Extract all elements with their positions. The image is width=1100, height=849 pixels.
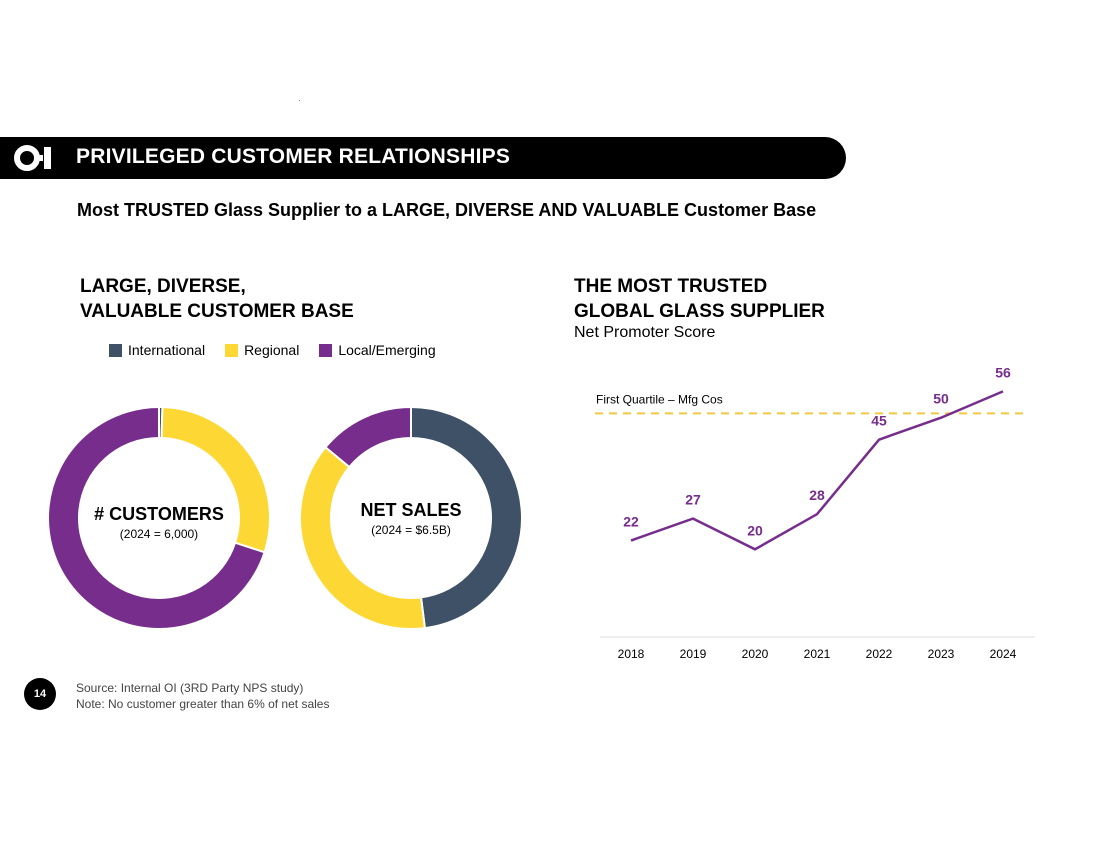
net-sales-donut-label: NET SALES (2024 = $6.5B)	[360, 500, 461, 537]
legend-item-regional: Regional	[225, 342, 299, 358]
legend-swatch-international	[109, 343, 122, 357]
oi-logo-icon	[14, 145, 51, 171]
customers-donut-subtitle: (2024 = 6,000)	[119, 527, 199, 541]
source-note: Source: Internal OI (3RD Party NPS study…	[76, 680, 329, 712]
nps-metric-label: Net Promoter Score	[574, 324, 716, 341]
net-sales-donut-title: NET SALES	[360, 500, 462, 520]
customers-donut-title: # CUSTOMERS	[94, 504, 224, 524]
header-banner: PRIVILEGED CUSTOMER RELATIONSHIPS	[0, 137, 846, 179]
net-sales-slice-international	[410, 405, 523, 630]
page-number-badge: 14	[24, 678, 56, 710]
left-section-title: LARGE, DIVERSE, VALUABLE CUSTOMER BASE	[80, 274, 354, 324]
legend-item-local: Local/Emerging	[319, 342, 436, 358]
left-title-line2: VALUABLE CUSTOMER BASE	[80, 301, 354, 322]
net-sales-slice-local-emerging	[324, 405, 412, 469]
right-title-line1: THE MOST TRUSTED	[574, 276, 768, 297]
donut-legend: International Regional Local/Emerging	[109, 342, 436, 358]
right-section-title: THE MOST TRUSTED GLOBAL GLASS SUPPLIER	[574, 274, 825, 324]
net-sales-slice-regional	[299, 445, 427, 630]
source-text: Source: Internal OI (3RD Party NPS study…	[76, 681, 304, 695]
legend-label-regional: Regional	[244, 342, 300, 358]
data-label-2021: 28	[809, 487, 825, 503]
data-label-2020: 20	[747, 522, 763, 538]
legend-swatch-local	[319, 343, 333, 357]
slide-subtitle: Most TRUSTED Glass Supplier to a LARGE, …	[77, 200, 817, 220]
legend-label-local: Local/Emerging	[338, 342, 436, 358]
legend-label-international: International	[128, 342, 206, 358]
data-label-2018: 22	[623, 514, 639, 530]
x-tick-label-2020: 2020	[742, 647, 769, 661]
x-tick-label-2018: 2018	[618, 647, 645, 661]
data-label-2019: 27	[685, 492, 701, 508]
data-label-2022: 45	[871, 413, 887, 429]
customers-slice-local-emerging	[47, 405, 266, 630]
right-title-line2: GLOBAL GLASS SUPPLIER	[574, 301, 825, 322]
net-sales-donut-subtitle: (2024 = $6.5B)	[371, 523, 451, 537]
data-label-2024: 56	[995, 364, 1011, 380]
data-label-2023: 50	[933, 391, 949, 407]
note-text: Note: No customer greater than 6% of net…	[76, 697, 330, 711]
reference-line-label: First Quartile – Mfg Cos	[596, 392, 723, 406]
banner-title: PRIVILEGED CUSTOMER RELATIONSHIPS	[76, 145, 511, 168]
x-tick-label-2019: 2019	[680, 647, 707, 661]
x-tick-label-2023: 2023	[928, 647, 955, 661]
nps-series-line	[630, 390, 1004, 551]
x-tick-label-2024: 2024	[990, 647, 1017, 661]
legend-swatch-regional	[225, 343, 239, 357]
left-title-line1: LARGE, DIVERSE,	[80, 276, 246, 297]
stray-dot	[299, 100, 300, 101]
x-tick-label-2022: 2022	[866, 647, 893, 661]
customers-donut-label: # CUSTOMERS (2024 = 6,000)	[94, 504, 224, 541]
legend-item-international: International	[109, 342, 205, 358]
x-tick-label-2021: 2021	[804, 647, 831, 661]
